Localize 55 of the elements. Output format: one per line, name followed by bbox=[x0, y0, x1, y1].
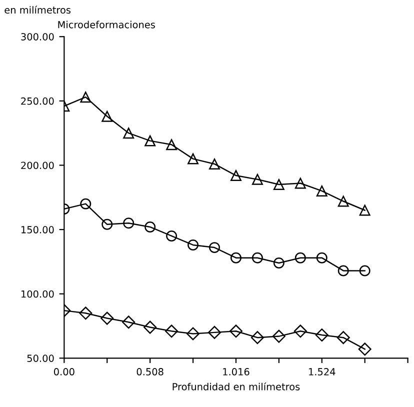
point bbox=[338, 196, 349, 207]
x-tick-label: 0.00 bbox=[54, 368, 74, 376]
x-tick-label: 1.524 bbox=[309, 368, 336, 376]
point bbox=[80, 198, 92, 210]
point bbox=[230, 170, 242, 182]
point bbox=[208, 326, 222, 339]
y-tick-label: 50.00 bbox=[27, 354, 54, 362]
point bbox=[250, 331, 264, 344]
point bbox=[273, 258, 284, 268]
point bbox=[144, 221, 156, 232]
point bbox=[102, 110, 113, 122]
point bbox=[252, 174, 263, 185]
point bbox=[294, 252, 306, 264]
y-tick-label: 250.00 bbox=[21, 97, 54, 105]
point bbox=[165, 324, 178, 338]
point bbox=[316, 185, 328, 196]
y-tick-label: 100.00 bbox=[21, 290, 54, 298]
point bbox=[79, 306, 92, 320]
y-tick-label: 200.00 bbox=[21, 162, 54, 170]
point bbox=[144, 320, 157, 334]
point bbox=[315, 328, 328, 342]
point bbox=[144, 135, 156, 146]
point bbox=[358, 342, 372, 356]
point bbox=[229, 324, 242, 338]
point bbox=[359, 265, 370, 276]
point bbox=[166, 139, 178, 150]
point bbox=[166, 230, 178, 242]
point bbox=[209, 242, 220, 254]
x-axis-title: Profundidad en milímetros bbox=[172, 382, 300, 390]
point bbox=[316, 252, 328, 264]
point bbox=[122, 316, 136, 329]
point bbox=[359, 204, 370, 216]
point bbox=[230, 252, 242, 264]
point bbox=[188, 153, 199, 164]
y-axis-title: Microdeformaciones bbox=[58, 20, 155, 28]
point bbox=[294, 324, 307, 338]
point bbox=[123, 218, 134, 229]
y-tick-label: 150.00 bbox=[21, 226, 54, 234]
point bbox=[80, 92, 92, 103]
point bbox=[294, 178, 306, 189]
point bbox=[273, 179, 284, 190]
point bbox=[188, 239, 199, 250]
x-tick-label: 0.508 bbox=[136, 368, 164, 376]
point bbox=[336, 331, 350, 344]
point bbox=[102, 218, 113, 230]
point bbox=[100, 312, 114, 325]
x-tick-label: 1.016 bbox=[223, 368, 250, 376]
y-tick-label: 300.00 bbox=[21, 33, 54, 40]
point bbox=[123, 128, 134, 139]
point bbox=[186, 327, 200, 340]
chart-title: en milímetros bbox=[4, 6, 71, 14]
point bbox=[252, 252, 263, 264]
point bbox=[338, 265, 349, 276]
point bbox=[272, 330, 286, 343]
point bbox=[209, 158, 220, 170]
